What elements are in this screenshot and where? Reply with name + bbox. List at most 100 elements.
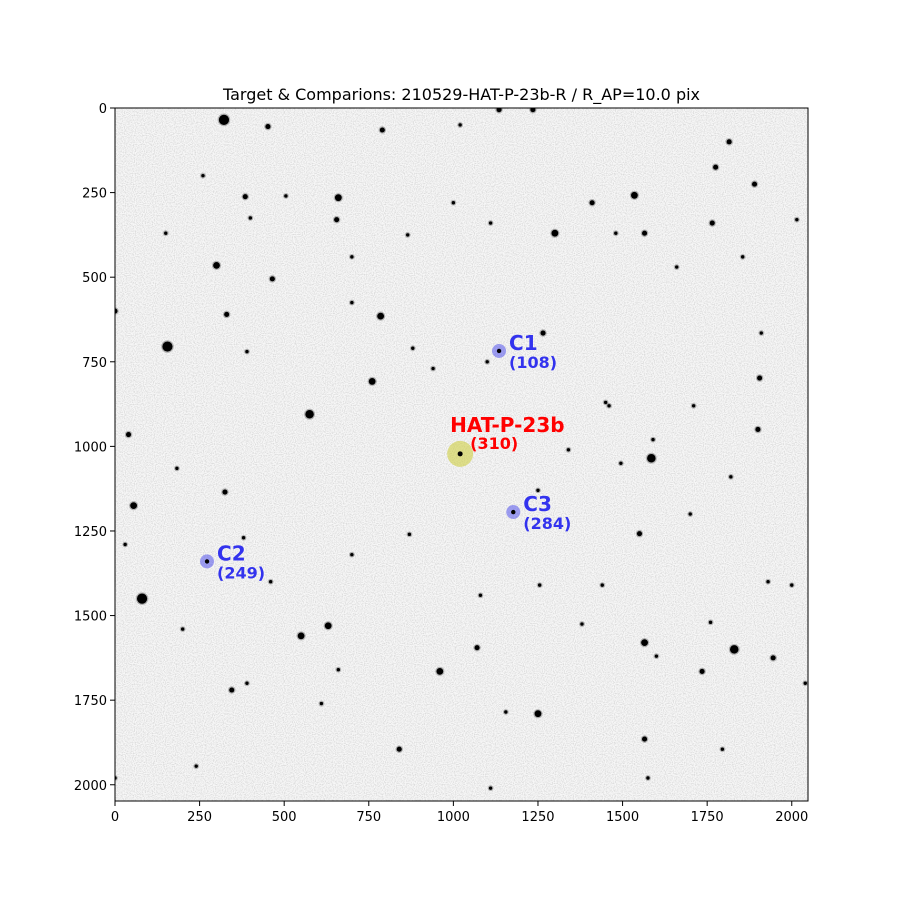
star-point (436, 668, 444, 675)
star-point (241, 536, 246, 540)
x-tick-label: 1250 (521, 810, 554, 825)
star-point (350, 255, 354, 259)
comparison-count-label: (284) (523, 514, 571, 533)
star-point (496, 108, 502, 113)
star-point (405, 233, 410, 237)
star-point (729, 475, 733, 479)
plot-area (115, 108, 808, 801)
target-name-label: HAT-P-23b (450, 413, 564, 437)
star-point (130, 502, 138, 509)
star-point (636, 531, 643, 537)
star-point (245, 349, 249, 354)
star-point (534, 710, 542, 718)
star-point (757, 375, 763, 381)
plot-frame (114, 107, 809, 802)
comparison-name-label: C3 (523, 492, 552, 516)
x-tick-label: 1000 (437, 810, 470, 825)
star-point (201, 173, 205, 178)
star-point (641, 639, 648, 647)
star-point (242, 194, 248, 200)
y-tick-label: 500 (82, 271, 107, 286)
star-point (222, 489, 228, 495)
star-point (224, 311, 230, 317)
star-point (265, 124, 271, 130)
x-tick-label: 1750 (691, 810, 724, 825)
star-point (180, 627, 185, 631)
star-point (123, 542, 127, 547)
star-point (136, 593, 148, 604)
star-point (675, 265, 679, 269)
star-point (654, 654, 659, 658)
y-tick-label: 1000 (74, 440, 107, 455)
stars-layer (115, 108, 808, 792)
star-point (368, 378, 376, 385)
markers-layer (200, 343, 521, 569)
y-tick-label: 1750 (74, 694, 107, 709)
y-axis: 0 250 500 750 1000 1250 1500 1750 2000 (74, 102, 115, 794)
star-point (269, 276, 275, 282)
star-point (164, 231, 168, 235)
star-point (268, 580, 273, 584)
star-point (551, 229, 559, 237)
star-point (297, 632, 305, 640)
star-point (566, 448, 571, 452)
y-tick-label: 2000 (74, 779, 107, 794)
star-point (125, 431, 132, 438)
star-point (407, 532, 412, 537)
annotation-labels: HAT-P-23b(310) C1(108) C2(249) C3(284) (217, 331, 571, 582)
star-point (589, 200, 595, 206)
star-point (759, 331, 764, 335)
chart-title: Target & Comparions: 210529-HAT-P-23b-R … (222, 85, 700, 105)
star-point (213, 261, 220, 269)
star-point (488, 786, 493, 790)
star-point (803, 681, 807, 685)
star-point (580, 622, 584, 626)
star-point (766, 580, 770, 584)
star-point (713, 164, 719, 170)
star-point (726, 139, 732, 145)
star-point (688, 512, 692, 516)
star-point (305, 409, 314, 419)
star-point (175, 466, 179, 471)
star-point (319, 701, 324, 706)
star-point (474, 645, 480, 651)
target-count-label: (310) (470, 434, 518, 453)
comparison-count-label: (249) (217, 563, 265, 582)
comparison-name-label: C2 (217, 541, 246, 565)
star-point (218, 114, 230, 125)
y-tick-label: 750 (82, 356, 107, 371)
star-point (751, 181, 758, 187)
star-point (790, 583, 794, 587)
star-point (631, 191, 638, 199)
star-point (770, 655, 776, 661)
star-point (350, 300, 354, 305)
target-star-point (457, 451, 463, 457)
y-tick-label: 1500 (74, 610, 107, 625)
star-point (651, 437, 655, 442)
star-point (540, 330, 546, 336)
star-point (600, 583, 604, 587)
star-point (607, 404, 611, 408)
star-point (229, 687, 235, 693)
star-point (245, 681, 249, 685)
x-tick-label: 0 (111, 810, 119, 825)
star-point (379, 127, 385, 133)
x-tick-label: 1500 (606, 810, 639, 825)
star-point (536, 488, 540, 493)
star-point (537, 583, 542, 587)
y-tick-label: 0 (99, 102, 107, 117)
star-point (485, 360, 489, 364)
star-point (396, 746, 402, 752)
star-point (795, 217, 799, 222)
star-point (708, 620, 713, 625)
star-point (458, 123, 462, 127)
comparison-count-label: (108) (509, 353, 557, 372)
star-point (350, 552, 354, 557)
star-point (162, 341, 173, 352)
star-point (642, 736, 648, 742)
star-point (194, 764, 198, 768)
comparison-star-point (496, 348, 502, 354)
y-tick-label: 1250 (74, 525, 107, 540)
star-point (614, 231, 618, 235)
star-point (488, 221, 493, 225)
